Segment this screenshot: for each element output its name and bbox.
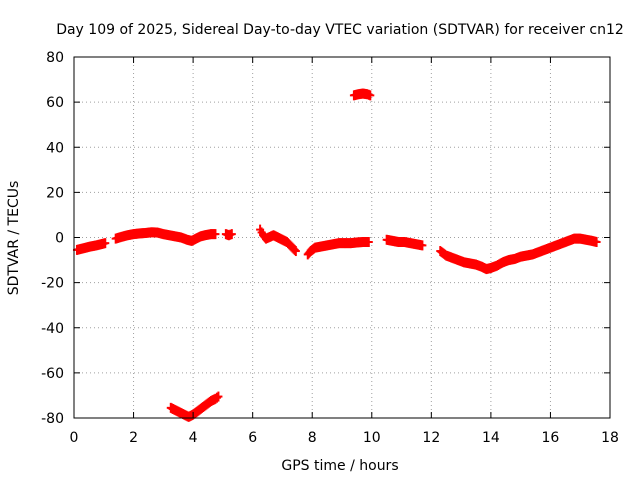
- x-tick-label: 10: [363, 430, 381, 446]
- x-tick-label: 4: [189, 430, 198, 446]
- data-point: [211, 229, 220, 240]
- data-point: [291, 246, 300, 257]
- y-tick-label: 60: [46, 95, 64, 111]
- data-point: [364, 237, 373, 248]
- y-tick-label: 80: [46, 50, 64, 66]
- chart-title: Day 109 of 2025, Sidereal Day-to-day VTE…: [56, 22, 624, 38]
- y-tick-label: -60: [41, 366, 64, 382]
- y-tick-label: -80: [41, 411, 64, 427]
- x-tick-label: 8: [308, 430, 317, 446]
- y-axis-label: SDTVAR / TECUs: [6, 181, 22, 296]
- x-tick-label: 14: [482, 430, 500, 446]
- y-tick-label: 40: [46, 140, 64, 156]
- x-axis-label: GPS time / hours: [281, 458, 398, 474]
- x-tick-label: 0: [70, 430, 79, 446]
- data-point: [366, 90, 375, 101]
- data-point: [212, 392, 221, 403]
- axis-ticks: 0 2 4 6 8 10 12 14 16 18 80 60 40 20 0 -20 -40 -60 -80: [41, 50, 619, 446]
- x-tick-label: 18: [601, 430, 619, 446]
- x-tick-label: 6: [248, 430, 257, 446]
- data-point: [592, 237, 601, 248]
- data-point: [101, 238, 110, 249]
- x-tick-label: 12: [422, 430, 440, 446]
- data-point: [214, 391, 223, 402]
- data-points: [72, 88, 601, 422]
- x-tick-label: 2: [129, 430, 138, 446]
- y-tick-label: 0: [55, 231, 64, 247]
- data-point: [227, 229, 236, 240]
- data-point: [290, 244, 299, 255]
- data-point: [418, 240, 427, 251]
- y-tick-label: -40: [41, 321, 64, 337]
- x-tick-label: 16: [542, 430, 560, 446]
- y-tick-label: -20: [41, 276, 64, 292]
- y-tick-label: 20: [46, 185, 64, 201]
- grid: [74, 57, 610, 418]
